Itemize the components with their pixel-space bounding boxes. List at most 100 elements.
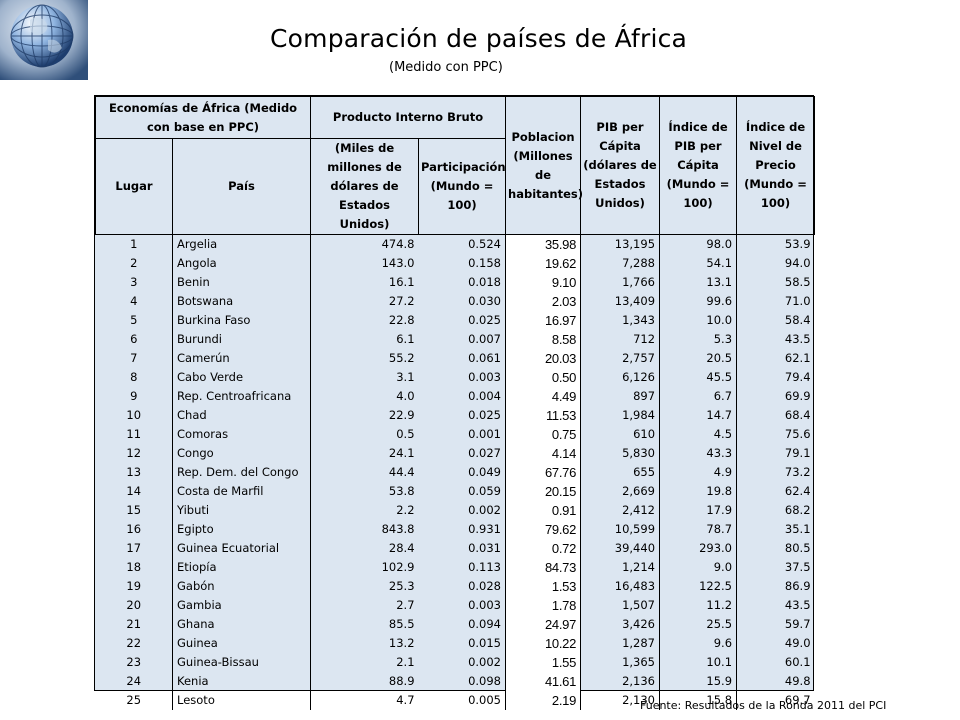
table-row: 21 Ghana 85.5 0.094 24.97 3,426 25.5 59.7 [96, 615, 815, 634]
cell-indice-precio: 43.5 [736, 596, 815, 615]
cell-participacion: 0.027 [468, 446, 502, 460]
cell-poblacion: 1.55 [505, 653, 582, 672]
cell-participacion: 0.049 [468, 465, 502, 479]
header-miles-millones: (Miles de millones de dólares de Estados… [310, 138, 420, 235]
cell-lugar: 15 [126, 503, 142, 517]
cell-participacion: 0.007 [468, 332, 502, 346]
cell-poblacion: 84.73 [505, 558, 582, 577]
cell-poblacion: 1.78 [505, 596, 582, 615]
cell-pib: 16.1 [310, 273, 419, 292]
cell-indice-precio: 86.9 [736, 577, 815, 596]
cell-participacion: 0.031 [468, 541, 502, 555]
table-row: 20 Gambia 2.7 0.003 1.78 1,507 11.2 43.5 [96, 596, 815, 615]
cell-lugar: 10 [126, 408, 142, 422]
cell-indice-pib: 122.5 [659, 577, 737, 596]
cell-poblacion: 9.10 [505, 273, 582, 292]
cell-lugar: 18 [126, 560, 142, 574]
cell-lugar: 24 [126, 674, 142, 688]
cell-poblacion: 0.50 [505, 368, 582, 387]
cell-participacion: 0.028 [468, 579, 502, 593]
cell-poblacion: 0.91 [505, 501, 582, 520]
cell-pais: Argelia [171, 234, 311, 254]
table-row: 18 Etiopía 102.9 0.113 84.73 1,214 9.0 37.5 [96, 558, 815, 577]
cell-pib-per-capita: 1,507 [580, 596, 660, 615]
cell-indice-precio: 69.9 [736, 387, 815, 406]
cell-indice-pib: 15.8 [659, 691, 737, 710]
cell-participacion: 0.025 [468, 408, 502, 422]
header-pib-per-capita: PIB per Cápita (dólares de Estados Unido… [580, 96, 661, 235]
cell-lugar: 8 [130, 370, 138, 384]
cell-indice-pib: 4.9 [659, 463, 737, 482]
cell-indice-precio: 62.1 [736, 349, 815, 368]
cell-pib: 4.7 [310, 691, 419, 710]
cell-participacion: 0.003 [468, 370, 502, 384]
cell-pais: Gambia [171, 596, 311, 615]
cell-indice-precio: 69.7 [736, 691, 815, 710]
cell-pib: 53.8 [310, 482, 419, 501]
table-row: 8 Cabo Verde 3.1 0.003 0.50 6,126 45.5 79.4 [96, 368, 815, 387]
cell-participacion: 0.098 [468, 674, 502, 688]
cell-indice-pib: 14.7 [659, 406, 737, 425]
cell-pib-per-capita: 1,984 [580, 406, 660, 425]
cell-indice-precio: 75.6 [736, 425, 815, 444]
cell-pais: Ghana [171, 615, 311, 634]
cell-pais: Gabón [171, 577, 311, 596]
cell-pais: Chad [171, 406, 311, 425]
cell-indice-pib: 10.1 [659, 653, 737, 672]
cell-indice-precio: 37.5 [736, 558, 815, 577]
cell-pib-per-capita: 39,440 [580, 539, 660, 558]
cell-pib-per-capita: 7,288 [580, 254, 660, 273]
cell-indice-precio: 43.5 [736, 330, 815, 349]
cell-pib-per-capita: 2,669 [580, 482, 660, 501]
cell-indice-pib: 45.5 [659, 368, 737, 387]
cell-pib-per-capita: 1,287 [580, 634, 660, 653]
cell-participacion: 0.005 [468, 693, 502, 707]
cell-participacion: 0.002 [468, 655, 502, 669]
cell-indice-pib: 98.0 [659, 234, 737, 254]
cell-pib: 2.7 [310, 596, 419, 615]
table-body: 1 Argelia 474.8 0.524 35.98 13,195 98.0 53.9 2 An… [96, 234, 815, 710]
cell-indice-precio: 59.7 [736, 615, 815, 634]
cell-pib: 22.9 [310, 406, 419, 425]
cell-indice-precio: 58.5 [736, 273, 815, 292]
cell-pais: Burundi [171, 330, 311, 349]
cell-poblacion: 35.98 [505, 234, 582, 254]
cell-indice-precio: 68.2 [736, 501, 815, 520]
header-pais: País [171, 138, 312, 235]
cell-lugar: 25 [126, 693, 142, 707]
cell-pib-per-capita: 1,365 [580, 653, 660, 672]
cell-pais: Congo [171, 444, 311, 463]
cell-pib: 25.3 [310, 577, 419, 596]
cell-pais: Angola [171, 254, 311, 273]
table-row: 12 Congo 24.1 0.027 4.14 5,830 43.3 79.1 [96, 444, 815, 463]
cell-participacion: 0.002 [468, 503, 502, 517]
cell-indice-precio: 73.2 [736, 463, 815, 482]
header-indice-pib: Índice de PIB per Cápita (Mundo = 100) [659, 96, 738, 235]
cell-lugar: 7 [130, 351, 138, 365]
cell-pib-per-capita: 655 [580, 463, 660, 482]
cell-poblacion: 79.62 [505, 520, 582, 539]
table-row: 17 Guinea Ecuatorial 28.4 0.031 0.72 39,440 29… [96, 539, 815, 558]
table-row: 2 Angola 143.0 0.158 19.62 7,288 54.1 94.0 [96, 254, 815, 273]
header-participacion: Participación (Mundo = 100) [418, 138, 507, 235]
table-row: 23 Guinea-Bissau 2.1 0.002 1.55 1,365 10.1 60.1 [96, 653, 815, 672]
table-row: 13 Rep. Dem. del Congo 44.4 0.049 67.76 655 4.… [96, 463, 815, 482]
cell-lugar: 5 [130, 313, 138, 327]
cell-poblacion: 8.58 [505, 330, 582, 349]
cell-participacion: 0.018 [468, 275, 502, 289]
cell-pib: 4.0 [310, 387, 419, 406]
table-row: 7 Camerún 55.2 0.061 20.03 2,757 20.5 62.1 [96, 349, 815, 368]
cell-pib-per-capita: 2,757 [580, 349, 660, 368]
cell-indice-precio: 53.9 [736, 234, 815, 254]
cell-pais: Guinea [171, 634, 311, 653]
cell-pib: 13.2 [310, 634, 419, 653]
cell-pais: Cabo Verde [171, 368, 311, 387]
cell-indice-precio: 71.0 [736, 292, 815, 311]
cell-lugar: 16 [126, 522, 142, 536]
cell-lugar: 23 [126, 655, 142, 669]
cell-pib: 6.1 [310, 330, 419, 349]
table-row: 14 Costa de Marfil 53.8 0.059 20.15 2,669 19.8… [96, 482, 815, 501]
cell-pais: Rep. Dem. del Congo [171, 463, 311, 482]
cell-indice-pib: 11.2 [659, 596, 737, 615]
cell-indice-pib: 6.7 [659, 387, 737, 406]
